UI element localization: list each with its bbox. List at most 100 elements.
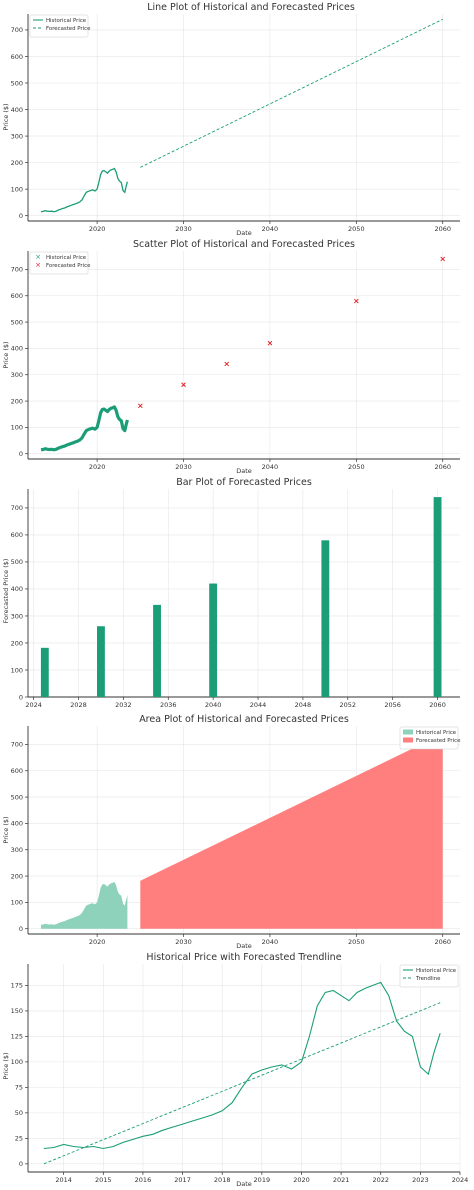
y-tick-label: 300 — [11, 371, 23, 379]
y-tick-label: 75 — [15, 1084, 23, 1092]
y-axis-label: Forecasted Price ($) — [2, 559, 10, 624]
historical-price-line — [40, 167, 129, 213]
y-tick-label: 200 — [11, 159, 23, 167]
x-tick-label: 2030 — [175, 225, 192, 233]
y-axis-label: Price ($) — [2, 103, 10, 130]
legend-box — [29, 14, 89, 38]
chart-title: Scatter Plot of Historical and Forecaste… — [133, 239, 355, 250]
y-tick-label: 175 — [11, 982, 23, 990]
legend-label: Trendline — [415, 976, 441, 982]
chart-title: Area Plot of Historical and Forecasted P… — [139, 714, 349, 725]
forecast-bar — [40, 647, 49, 697]
y-tick-label: 700 — [11, 266, 23, 274]
y-tick-label: 100 — [11, 185, 23, 193]
legend-label: Historical Price — [416, 730, 457, 736]
x-tick-label: 2044 — [250, 701, 267, 709]
chart-area-plot: Area Plot of Historical and Forecasted P… — [2, 714, 349, 950]
y-tick-label: 500 — [11, 793, 23, 801]
chart-title: Historical Price with Forecasted Trendli… — [146, 952, 341, 963]
chart-title: Line Plot of Historical and Forecasted P… — [147, 2, 355, 13]
forecast-point — [267, 340, 273, 346]
line-plot-area: 2020 2030 2040 2050 2060 0 100 200 300 400 500 600 7… — [11, 14, 460, 233]
x-tick-label: 2022 — [372, 1176, 389, 1184]
y-tick-label: 700 — [11, 504, 23, 512]
chart-trendline-plot: Historical Price with Forecasted Trendli… — [2, 952, 342, 1188]
y-tick-label: 25 — [15, 1135, 23, 1143]
x-tick-label: 2028 — [70, 701, 87, 709]
x-tick-label: 2021 — [333, 1176, 350, 1184]
x-tick-label: 2040 — [262, 463, 279, 471]
y-tick-label: 200 — [11, 639, 23, 647]
legend-label: Historical Price — [46, 255, 87, 261]
x-tick-label: 2040 — [262, 225, 279, 233]
x-axis-label: Date — [236, 467, 252, 475]
plot-layer: 2020 2030 2040 2050 206001002003004005006007… — [11, 14, 468, 1184]
scatter-plot-area: 2020 2030 2040 2050 2060 0 100 200 300 400 500 600 7… — [11, 251, 460, 471]
x-tick-label: 2050 — [348, 463, 365, 471]
x-tick-label: 2020 — [293, 1176, 310, 1184]
y-tick-label: 400 — [11, 585, 23, 593]
historical-price-line — [43, 981, 441, 1150]
forecast-bar — [153, 604, 161, 697]
x-tick-label: 2016 — [135, 1176, 152, 1184]
y-axis-label: Price ($) — [2, 1052, 10, 1079]
x-tick-label: 2019 — [254, 1176, 271, 1184]
x-tick-label: 2056 — [384, 701, 401, 709]
x-tick-label: 2020 — [89, 225, 106, 233]
x-axis-label: Date — [236, 1180, 252, 1188]
chart-line-plot: Line Plot of Historical and Forecasted P… — [2, 2, 355, 237]
chart-bar-plot: Bar Plot of Forecasted Prices Forecasted… — [2, 477, 312, 623]
y-tick-label: 600 — [11, 767, 23, 775]
forecast-point — [354, 298, 359, 304]
trendline-plot-area: 2014 2015 2016 2017 2018 2019 2020 2021 2022 2023… — [11, 964, 468, 1184]
historical-price-area — [41, 881, 128, 929]
y-tick-label: 100 — [11, 666, 23, 674]
forecasted-price-area — [140, 733, 443, 929]
y-tick-label: 100 — [11, 1058, 23, 1066]
x-tick-label: 2060 — [434, 938, 451, 946]
x-tick-label: 2060 — [434, 463, 451, 471]
x-tick-label: 2020 — [89, 938, 106, 946]
y-tick-label: 200 — [11, 872, 23, 880]
y-tick-label: 300 — [11, 612, 23, 620]
x-tick-label: 2032 — [115, 701, 132, 709]
y-axis-label: Price ($) — [2, 341, 10, 368]
x-tick-label: 2060 — [429, 701, 446, 709]
x-tick-label: 2014 — [55, 1176, 72, 1184]
x-tick-label: 2040 — [262, 938, 279, 946]
x-tick-label: 2050 — [348, 938, 365, 946]
y-tick-label: 500 — [11, 558, 23, 566]
y-tick-label: 150 — [11, 1007, 23, 1015]
x-tick-label: 2020 — [89, 463, 106, 471]
y-tick-label: 300 — [11, 846, 23, 854]
area-plot-area: 2020 2030 2040 2050 2060 0 100 200 300 400 500 600 7… — [11, 726, 461, 946]
x-tick-label: 2015 — [95, 1176, 112, 1184]
legend-swatch — [403, 729, 413, 735]
x-tick-label: 2060 — [434, 225, 451, 233]
legend-swatch: × — [35, 253, 41, 261]
y-tick-label: 400 — [11, 106, 23, 114]
forecast-point — [181, 382, 186, 388]
bar-plot-area: 2024 2028 2032 2036 2040 2044 2048 2052 2056 2060… — [11, 489, 460, 709]
x-tick-label: 2017 — [174, 1176, 191, 1184]
y-axis-label: Price ($) — [2, 816, 10, 843]
x-tick-label: 2023 — [412, 1176, 429, 1184]
legend-box — [399, 726, 459, 750]
x-tick-label: 2030 — [175, 938, 192, 946]
legend-label: Forecasted Price — [46, 263, 91, 269]
legend-label: Forecasted Price — [416, 738, 461, 744]
x-tick-label: 2040 — [205, 701, 222, 709]
chart-title: Bar Plot of Forecasted Prices — [176, 477, 312, 488]
forecast-bar — [97, 626, 105, 697]
legend-swatch: × — [35, 261, 41, 269]
historical-price-points — [40, 405, 129, 452]
y-tick-label: 300 — [11, 132, 23, 140]
forecast-bar — [321, 540, 330, 697]
x-tick-label: 2036 — [160, 701, 177, 709]
legend-label: Historical Price — [46, 18, 87, 24]
forecast-point — [224, 361, 230, 367]
y-tick-label: 200 — [11, 397, 23, 405]
forecast-point — [440, 256, 446, 262]
legend-box — [399, 964, 459, 988]
